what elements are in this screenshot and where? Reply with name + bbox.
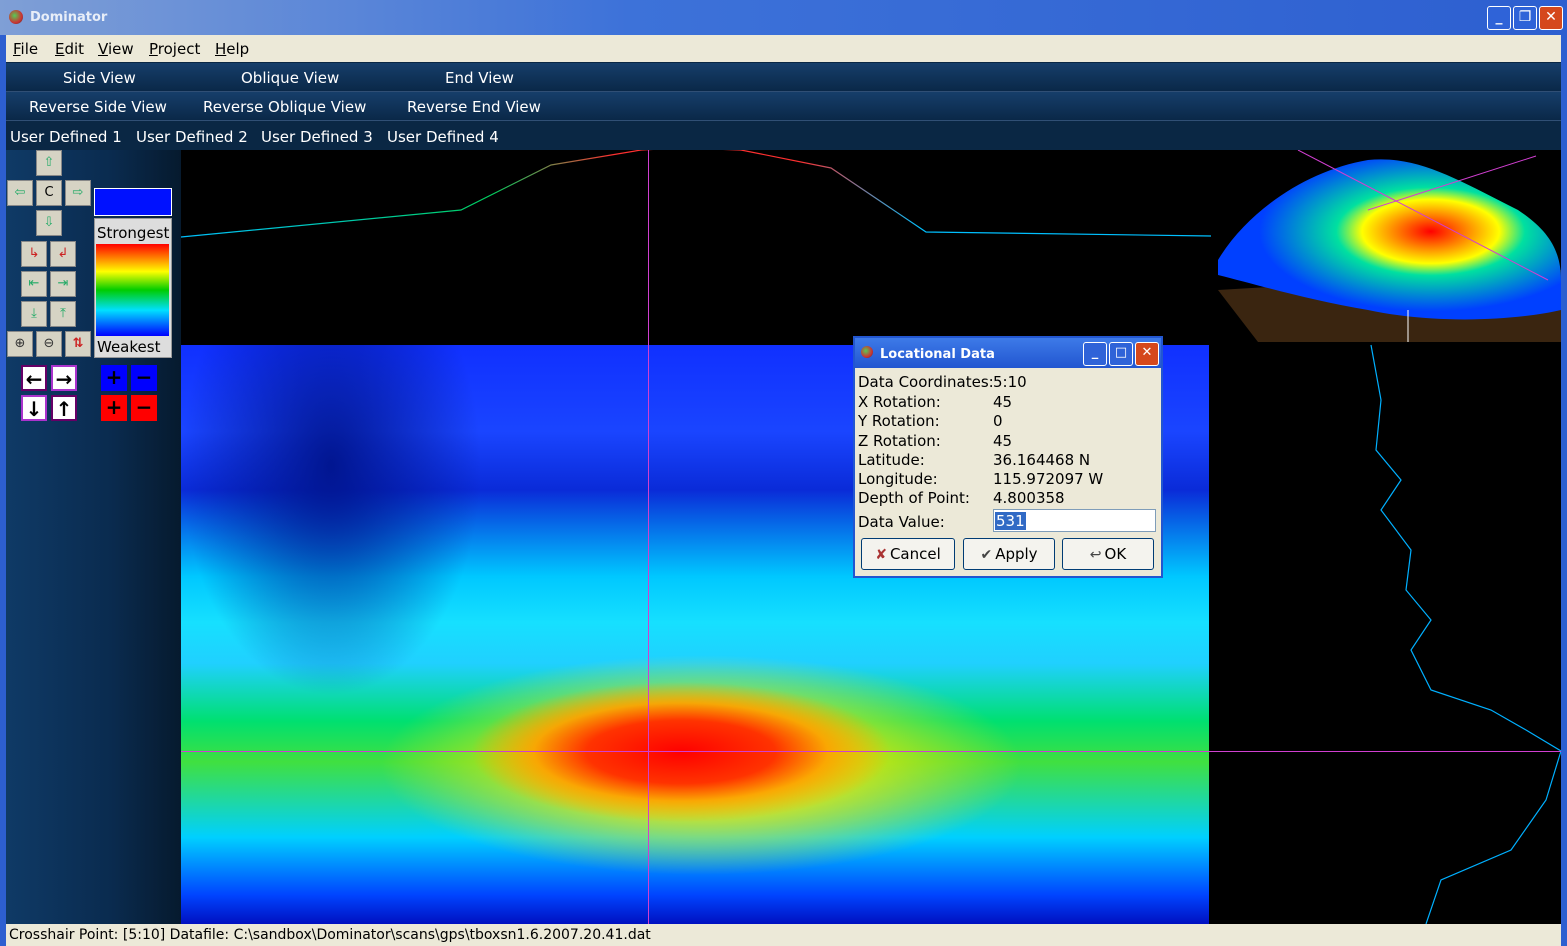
window-frame-left <box>0 35 6 946</box>
data-value-input[interactable]: 531 <box>993 509 1156 532</box>
oblique-view-button[interactable]: Oblique View <box>241 69 340 87</box>
menu-file[interactable]: File <box>13 40 39 58</box>
cancel-icon: ✘ <box>875 547 887 563</box>
ok-icon: ↩ <box>1089 547 1102 563</box>
rotate-right-icon[interactable]: ↲ <box>50 241 76 267</box>
arrow-up-icon[interactable]: ↑ <box>51 395 77 421</box>
apply-icon: ✔ <box>980 547 993 563</box>
arrow-down-icon[interactable]: ↓ <box>21 395 47 421</box>
apply-label: Apply <box>995 545 1038 563</box>
pan-up-icon[interactable]: ⇧ <box>36 150 62 176</box>
x-rotation-label: X Rotation: <box>858 393 941 411</box>
top-profile-line <box>181 150 1212 238</box>
z-rotation-label: Z Rotation: <box>858 432 941 450</box>
crosshair-horizontal <box>181 751 1561 752</box>
step-up-icon[interactable]: ⤒ <box>50 301 76 327</box>
y-rotation-label: Y Rotation: <box>858 412 940 430</box>
dialog-app-icon <box>861 346 873 358</box>
user-defined-1-button[interactable]: User Defined 1 <box>10 128 122 146</box>
locational-data-dialog: Locational Data _ □ ✕ Data Coordinates: … <box>853 336 1163 578</box>
data-value-text: 531 <box>995 512 1026 530</box>
pan-left-icon[interactable]: ⇦ <box>7 180 33 206</box>
blue-plus-icon[interactable]: + <box>101 365 127 391</box>
reverse-end-view-button[interactable]: Reverse End View <box>407 98 541 116</box>
data-value-label: Data Value: <box>858 513 945 531</box>
dialog-maximize-icon[interactable]: □ <box>1109 342 1133 366</box>
user-defined-2-button[interactable]: User Defined 2 <box>136 128 248 146</box>
data-coordinates-label: Data Coordinates: <box>858 373 994 391</box>
depth-label: Depth of Point: <box>858 489 970 507</box>
user-defined-3-button[interactable]: User Defined 3 <box>261 128 373 146</box>
step-last-icon[interactable]: ⇥ <box>50 271 76 297</box>
cancel-button[interactable]: ✘ Cancel <box>861 538 955 570</box>
title-bar[interactable]: Dominator _ ❐ ✕ <box>0 0 1567 35</box>
pan-down-icon[interactable]: ⇩ <box>36 210 62 236</box>
side-view-button[interactable]: Side View <box>63 69 136 87</box>
rotate-left-icon[interactable]: ↳ <box>21 241 47 267</box>
cancel-label: Cancel <box>889 545 941 563</box>
legend-color-swatch[interactable] <box>94 188 172 216</box>
menu-edit[interactable]: Edit <box>55 40 85 58</box>
step-first-icon[interactable]: ⇤ <box>21 271 47 297</box>
pan-right-icon[interactable]: ⇨ <box>65 180 91 206</box>
red-minus-icon[interactable]: − <box>131 395 157 421</box>
x-rotation-value: 45 <box>993 393 1013 411</box>
depth-value: 4.800358 <box>993 489 1065 507</box>
menu-bar: File Edit View Project Help <box>6 35 1561 62</box>
blue-minus-icon[interactable]: − <box>131 365 157 391</box>
crosshair-vertical <box>648 150 649 924</box>
ok-label: OK <box>1104 545 1127 563</box>
legend-gradient <box>96 244 169 336</box>
legend-strongest: Strongest <box>97 224 170 242</box>
dialog-close-icon[interactable]: ✕ <box>1135 342 1159 366</box>
dialog-title: Locational Data <box>880 347 995 362</box>
user-defined-4-button[interactable]: User Defined 4 <box>387 128 499 146</box>
y-rotation-value: 0 <box>993 412 1003 430</box>
restore-icon[interactable]: ❐ <box>1513 6 1537 30</box>
profile-lines <box>181 150 1561 924</box>
data-coordinates-value: 5:10 <box>993 373 1027 391</box>
menu-help[interactable]: Help <box>215 40 250 58</box>
right-profile-line <box>1370 344 1561 924</box>
close-icon[interactable]: ✕ <box>1539 6 1563 30</box>
view-row-2: Reverse Side View Reverse Oblique View R… <box>6 92 1561 121</box>
status-bar: Crosshair Point: [5:10] Datafile: C:\san… <box>6 924 1561 946</box>
zoom-out-icon[interactable]: ⊖ <box>36 331 62 357</box>
window-frame-right <box>1561 35 1567 946</box>
3d-surface-view[interactable] <box>1218 150 1561 342</box>
reverse-side-view-button[interactable]: Reverse Side View <box>29 98 167 116</box>
latitude-value: 36.164468 N <box>993 451 1091 469</box>
longitude-value: 115.972097 W <box>993 470 1104 488</box>
ok-button[interactable]: ↩ OK <box>1062 538 1154 570</box>
swap-icon[interactable]: ⇅ <box>65 331 91 357</box>
zoom-in-icon[interactable]: ⊕ <box>7 331 33 357</box>
minimize-icon[interactable]: _ <box>1487 6 1511 30</box>
status-text: Crosshair Point: [5:10] Datafile: C:\san… <box>9 927 651 943</box>
center-button[interactable]: C <box>36 180 62 206</box>
arrow-right-icon[interactable]: → <box>51 365 77 391</box>
menu-view[interactable]: View <box>98 40 134 58</box>
dialog-minimize-icon[interactable]: _ <box>1083 342 1107 366</box>
user-defined-row: User Defined 1 User Defined 2 User Defin… <box>6 123 1561 150</box>
window-title: Dominator <box>30 10 108 25</box>
dialog-title-bar[interactable]: Locational Data _ □ ✕ <box>855 338 1161 368</box>
reverse-oblique-view-button[interactable]: Reverse Oblique View <box>203 98 367 116</box>
legend-weakest: Weakest <box>97 338 161 356</box>
app-icon <box>9 10 23 24</box>
latitude-label: Latitude: <box>858 451 925 469</box>
end-view-button[interactable]: End View <box>445 69 514 87</box>
z-rotation-value: 45 <box>993 432 1013 450</box>
apply-button[interactable]: ✔ Apply <box>963 538 1055 570</box>
menu-project[interactable]: Project <box>149 40 201 58</box>
view-row-1: Side View Oblique View End View <box>6 63 1561 92</box>
step-down-icon[interactable]: ⤓ <box>21 301 47 327</box>
red-plus-icon[interactable]: + <box>101 395 127 421</box>
arrow-left-icon[interactable]: ← <box>21 365 47 391</box>
longitude-label: Longitude: <box>858 470 938 488</box>
